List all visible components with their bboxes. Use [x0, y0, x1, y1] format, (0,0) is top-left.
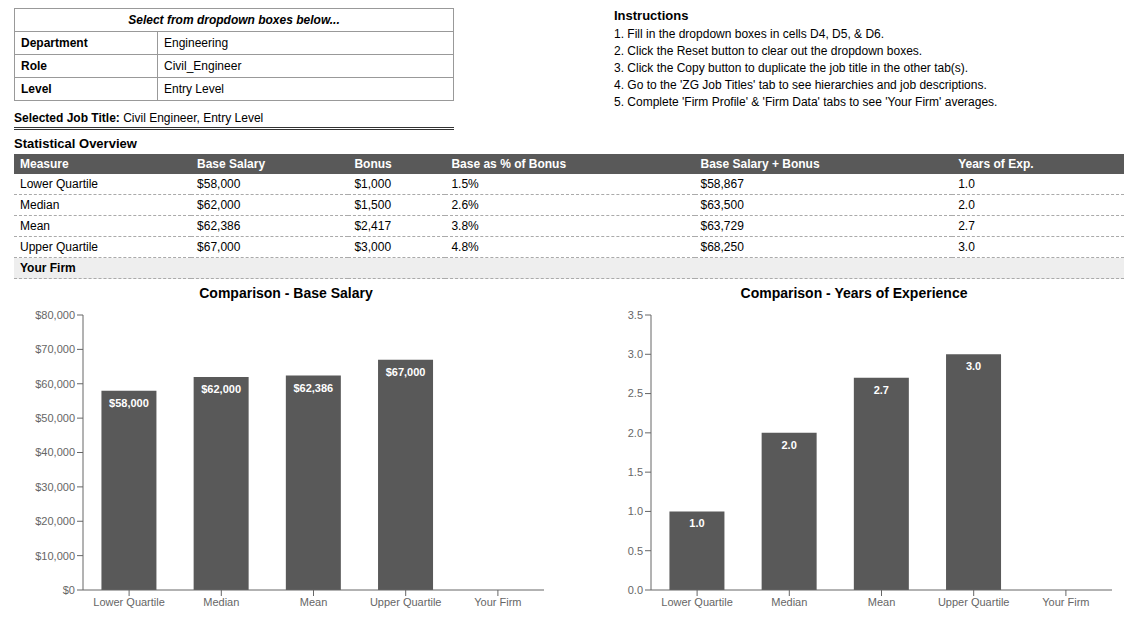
html-text:Bonus: Bonus	[354, 157, 392, 171]
svg-text:Lower Quartile: Lower Quartile	[93, 596, 165, 608]
html-text:Median: Median	[20, 198, 60, 212]
html-text:2.6%: 2.6%	[451, 198, 479, 212]
html-text:Years of Exp.: Years of Exp.	[958, 157, 1034, 171]
svg-text:0.5: 0.5	[628, 545, 643, 557]
html-text:Measure: Measure	[20, 157, 69, 171]
svg-text:2.0: 2.0	[781, 439, 796, 451]
svg-text:Upper Quartile: Upper Quartile	[938, 596, 1010, 608]
svg-text:Mean: Mean	[868, 596, 896, 608]
svg-text:$50,000: $50,000	[35, 412, 75, 424]
svg-text:Your Firm: Your Firm	[1042, 596, 1089, 608]
html-text:Statistical Overview: Statistical Overview	[14, 136, 137, 151]
svg-text:3.0: 3.0	[966, 360, 981, 372]
svg-text:$40,000: $40,000	[35, 446, 75, 458]
html-text:2. Click the Reset button to c: 2. Click the Reset button to clear out t…	[614, 44, 923, 58]
html-text:Comparison - Years of Experien: Comparison - Years of Experience	[740, 285, 968, 301]
html-text:Role: Role	[21, 59, 47, 73]
svg-text:$62,000: $62,000	[201, 383, 241, 395]
html-text:5. Complete 'Firm Profile' & ': 5. Complete 'Firm Profile' & 'Firm Data'…	[614, 95, 998, 109]
svg-text:$80,000: $80,000	[35, 309, 75, 321]
html-text:Department: Department	[21, 36, 88, 50]
html-text:3.8%: 3.8%	[451, 219, 479, 233]
html-text:$58,867: $58,867	[700, 177, 744, 191]
html-text:$68,250: $68,250	[700, 240, 744, 254]
html-text:$2,417: $2,417	[354, 219, 392, 233]
html-text:$1,000: $1,000	[354, 177, 392, 191]
html-text:$62,386: $62,386	[197, 219, 241, 233]
svg-text:$67,000: $67,000	[386, 366, 426, 378]
html-text:$1,500: $1,500	[354, 198, 392, 212]
svg-text:0.0: 0.0	[628, 584, 643, 596]
svg-text:$10,000: $10,000	[35, 550, 75, 562]
svg-text:Lower Quartile: Lower Quartile	[661, 596, 733, 608]
html-text:1.0: 1.0	[958, 177, 975, 191]
html-text:$62,000: $62,000	[197, 198, 241, 212]
html-text:$3,000: $3,000	[354, 240, 392, 254]
svg-text:Median: Median	[771, 596, 807, 608]
html-text:Base Salary + Bonus: Base Salary + Bonus	[700, 157, 820, 171]
svg-text:1.0: 1.0	[689, 517, 704, 529]
html-text:$58,000: $58,000	[197, 177, 241, 191]
svg-text:$70,000: $70,000	[35, 343, 75, 355]
html-text:4. Go to the 'ZG Job Titles' t: 4. Go to the 'ZG Job Titles' tab to see …	[614, 78, 987, 92]
svg-text:$30,000: $30,000	[35, 481, 75, 493]
svg-text:3.0: 3.0	[628, 348, 643, 360]
html-text:Level: Level	[21, 82, 52, 96]
html-text:Engineering: Engineering	[164, 36, 229, 50]
svg-text:Median: Median	[203, 596, 239, 608]
svg-text:2.5: 2.5	[628, 387, 643, 399]
html-text:Upper Quartile: Upper Quartile	[20, 240, 98, 254]
svg-text:$0: $0	[63, 584, 75, 596]
svg-text:$60,000: $60,000	[35, 378, 75, 390]
html-text:4.8%: 4.8%	[451, 240, 479, 254]
svg-text:$62,386: $62,386	[293, 382, 333, 394]
html-text:3.0: 3.0	[958, 240, 975, 254]
html-text:$63,729: $63,729	[700, 219, 744, 233]
html-text:2.7: 2.7	[958, 219, 975, 233]
html-text:1.5%: 1.5%	[451, 177, 479, 191]
svg-text:Mean: Mean	[300, 596, 328, 608]
html-text:2.0: 2.0	[958, 198, 975, 212]
html-text:Entry Level: Entry Level	[164, 82, 224, 96]
html-text:Selected Job Title: Civil Engi: Selected Job Title: Civil Engineer, Entr…	[14, 111, 264, 125]
svg-text:$20,000: $20,000	[35, 515, 75, 527]
svg-text:3.5: 3.5	[628, 309, 643, 321]
svg-text:$58,000: $58,000	[109, 397, 149, 409]
html-text:1. Fill in the dropdown boxes: 1. Fill in the dropdown boxes in cells D…	[614, 27, 885, 41]
html-text:$63,500: $63,500	[700, 198, 744, 212]
html-text:Select from dropdown boxes bel: Select from dropdown boxes below...	[128, 13, 340, 27]
svg-text:1.0: 1.0	[628, 505, 643, 517]
svg-text:Upper Quartile: Upper Quartile	[370, 596, 442, 608]
html-text:Base Salary: Base Salary	[197, 157, 266, 171]
html-text:Base as % of Bonus: Base as % of Bonus	[451, 157, 567, 171]
svg-text:Your Firm: Your Firm	[474, 596, 521, 608]
html-text:$67,000: $67,000	[197, 240, 241, 254]
html-text:Lower Quartile: Lower Quartile	[20, 177, 98, 191]
html-text:Mean: Mean	[20, 219, 50, 233]
html-text:Instructions: Instructions	[614, 8, 689, 23]
html-text:3. Click the Copy button to du: 3. Click the Copy button to duplicate th…	[614, 61, 969, 75]
html-text:Civil_Engineer: Civil_Engineer	[164, 59, 242, 73]
svg-text:1.5: 1.5	[628, 466, 643, 478]
html-text:Your Firm: Your Firm	[20, 261, 76, 275]
svg-text:2.7: 2.7	[874, 384, 889, 396]
svg-text:2.0: 2.0	[628, 427, 643, 439]
html-text:Comparison - Base Salary: Comparison - Base Salary	[199, 285, 373, 301]
